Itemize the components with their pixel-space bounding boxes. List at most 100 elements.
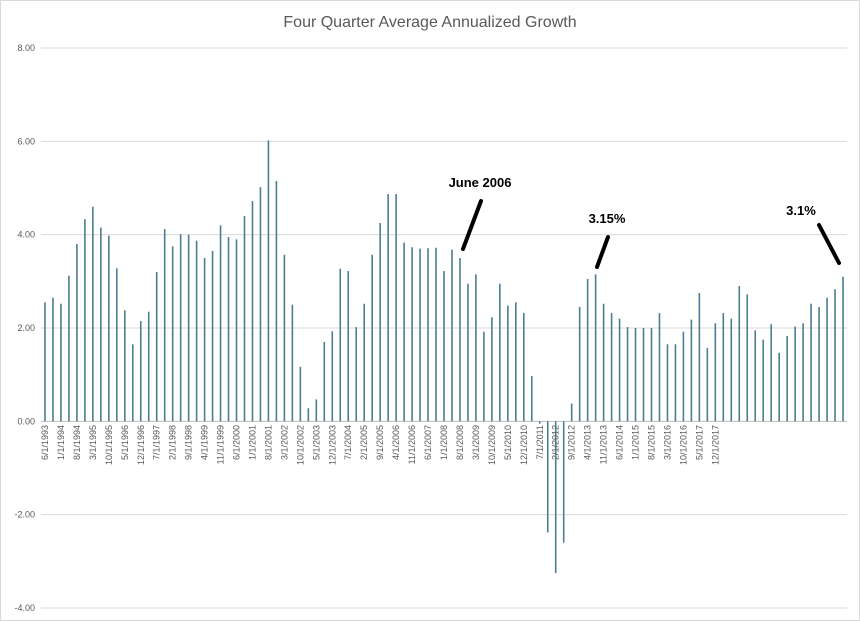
bar [235,239,238,422]
bars [44,140,844,573]
bar [570,403,573,422]
bar [594,274,597,422]
bar [610,313,613,422]
x-tick-label: 6/1/2000 [232,425,242,460]
bar [131,344,134,422]
bar [778,352,780,422]
x-tick-label: 5/1/2003 [311,425,321,460]
x-tick-label: 9/1/1998 [184,425,194,460]
bar [147,311,150,422]
x-tick-label: 4/1/1999 [200,425,210,460]
annotation-label: 3.15% [589,211,626,226]
bar [427,248,429,422]
bar [291,304,294,422]
x-tick-label: 2/1/1998 [168,425,178,460]
bar [203,258,206,422]
x-tick-label: 4/1/2006 [391,425,401,460]
bar [475,274,477,422]
x-tick-label: 5/1/2017 [694,425,704,460]
bar [634,328,637,422]
bar [108,235,110,422]
bar [219,225,222,422]
bar [682,331,685,422]
bar [690,319,693,422]
bar [259,187,262,422]
x-tick-label: 9/1/2012 [567,425,577,460]
bar [642,328,645,422]
bar [76,244,78,422]
x-tick-label: 7/1/2004 [343,425,353,460]
bar [770,324,772,422]
bar [275,181,278,422]
bar [84,219,86,422]
x-tick-label: 1/1/2015 [631,425,641,460]
bar [762,339,765,422]
bar [243,216,246,422]
y-tick-label: -4.00 [14,603,35,613]
x-tick-label: 1/1/2001 [247,425,257,460]
bar [60,303,62,422]
bar [523,313,525,422]
bar [562,421,565,543]
bar [307,408,310,422]
x-tick-label: 5/1/2010 [503,425,513,460]
x-tick-label: 1/1/1994 [56,425,66,460]
x-tick-label: 1/1/2008 [439,425,449,460]
bar [554,421,557,573]
bar [586,279,589,422]
bar [730,318,733,422]
bar [674,344,677,422]
x-tick-label: 8/1/1994 [72,425,82,460]
x-tick-label: 10/1/2016 [678,425,688,465]
bar [499,283,501,422]
x-tick-label: 6/1/2007 [423,425,433,460]
bar [802,323,804,422]
bar [195,240,198,422]
bar [546,421,549,533]
x-tick-label: 12/1/1996 [136,425,146,465]
bar [826,297,828,422]
bar [363,303,365,422]
bar [658,313,661,422]
x-tick-label: 10/1/2009 [487,425,497,465]
gridlines: 8.00 6.00 4.00 2.00 0.00 -2.00 -4.00 [14,43,847,613]
bar [618,318,621,422]
bar [834,289,836,422]
bar [315,399,318,422]
bar [379,223,381,422]
chart-title: Four Quarter Average Annualized Growth [283,14,576,31]
bar [818,307,820,422]
bar [251,201,254,422]
y-tick-label: 6.00 [17,136,35,146]
x-tick-label: 12/1/2003 [327,425,337,465]
x-tick-label: 11/1/2006 [407,425,417,464]
x-tick-label: 8/1/2001 [263,425,273,460]
bar [163,229,166,422]
bar [283,254,286,422]
bar [92,206,94,422]
x-tick-label: 6/1/2014 [615,425,625,460]
bar [299,366,302,422]
y-tick-label: 0.00 [17,416,35,426]
bar [387,194,389,422]
x-tick-label: 8/1/2008 [455,425,465,460]
x-tick-label: 12/1/2010 [519,425,529,465]
x-tick-label: 7/1/2011 [535,425,545,459]
bar [355,327,358,422]
bar [411,247,413,422]
x-tick-label: 2/1/2005 [359,425,369,460]
annotations: June 2006 3.15% 3.1% [449,175,841,269]
bar [139,321,142,422]
bar [602,303,605,422]
bar [538,421,541,424]
bar [746,294,749,422]
annotation-label: 3.1% [786,203,816,218]
bar [211,251,214,422]
bar [666,344,669,422]
bar [403,242,405,422]
bar [395,194,397,422]
x-tick-label: 7/1/1997 [152,425,162,460]
x-axis-ticks: 6/1/1993 1/1/1994 8/1/1994 3/1/1995 10/1/199… [40,425,720,465]
x-tick-label: 3/1/2002 [279,425,289,460]
